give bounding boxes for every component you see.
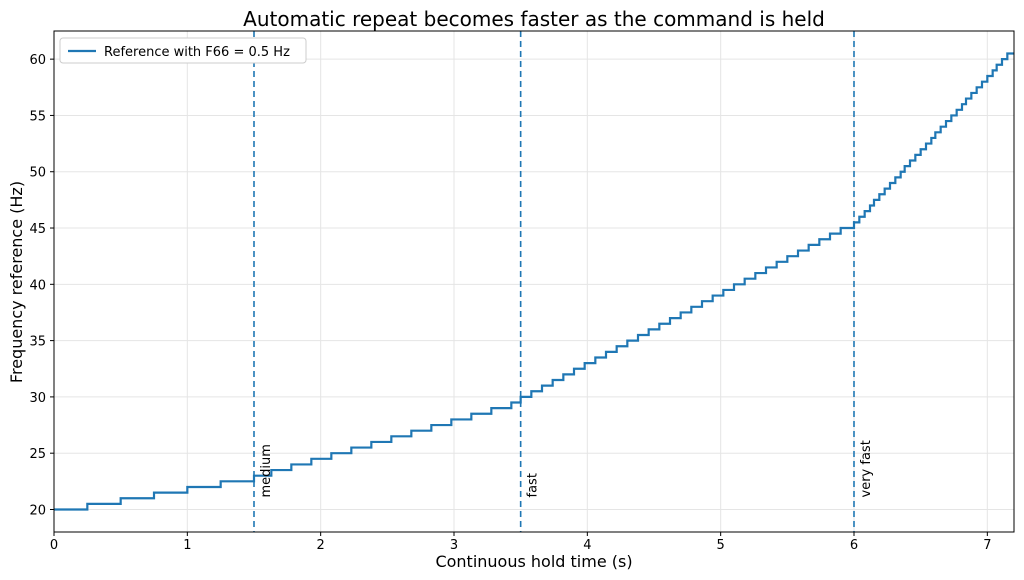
step-line (54, 52, 1014, 511)
y-axis-label: Frequency reference (Hz) (7, 181, 26, 383)
chart-title: Automatic repeat becomes faster as the c… (243, 7, 825, 31)
threshold-label: very fast (859, 440, 874, 497)
legend-label: Reference with F66 = 0.5 Hz (104, 45, 290, 60)
y-tick-label: 55 (29, 109, 46, 124)
x-tick-label: 0 (50, 538, 58, 553)
x-tick-label: 4 (583, 538, 591, 553)
threshold-label: fast (526, 473, 541, 497)
x-tick-label: 2 (317, 538, 325, 553)
y-tick-label: 40 (29, 278, 46, 293)
legend-box (59, 37, 307, 64)
plot-frame (53, 30, 1015, 533)
x-tick-label: 1 (183, 538, 191, 553)
y-tick-label: 35 (29, 335, 46, 350)
x-tick-label: 6 (850, 538, 858, 553)
y-tick-label: 25 (29, 447, 46, 462)
x-tick-label: 5 (717, 538, 725, 553)
x-tick-label: 7 (983, 538, 991, 553)
threshold-label: medium (259, 444, 274, 497)
y-tick-label: 60 (29, 53, 46, 68)
y-tick-label: 20 (29, 503, 46, 518)
y-tick-label: 30 (29, 391, 46, 406)
y-tick-label: 45 (29, 222, 46, 237)
y-tick-label: 50 (29, 166, 46, 181)
x-tick-label: 3 (450, 538, 458, 553)
x-axis-label: Continuous hold time (s) (435, 552, 632, 571)
